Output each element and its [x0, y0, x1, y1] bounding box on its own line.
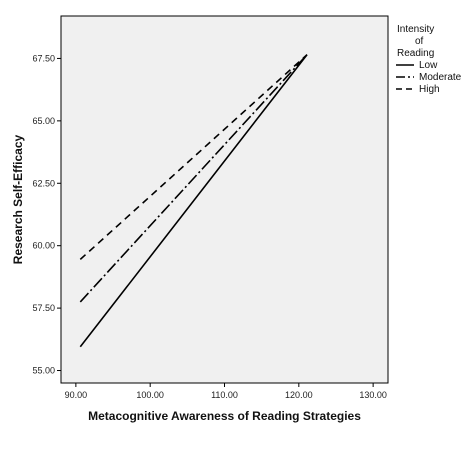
series-line-moderate	[79, 54, 308, 303]
y-tick-label: 60.00	[32, 241, 55, 251]
x-tick-label: 100.00	[136, 390, 164, 400]
x-tick-label: 90.00	[65, 390, 88, 400]
y-tick-label: 62.50	[32, 178, 55, 188]
plot-area	[60, 15, 389, 384]
x-axis-title: Metacognitive Awareness of Reading Strat…	[88, 409, 361, 423]
y-tick-label: 57.50	[32, 303, 55, 313]
x-tick-label: 120.00	[285, 390, 313, 400]
legend-title-line-1: Intensity	[397, 24, 434, 35]
y-tick-label: 65.00	[32, 116, 55, 126]
series-line-low	[79, 54, 308, 348]
legend-label-low: Low	[419, 60, 438, 71]
x-tick-label: 130.00	[359, 390, 387, 400]
y-tick-label: 67.50	[32, 53, 55, 63]
legend-label-high: High	[419, 84, 440, 95]
legend-label-moderate: Moderate	[419, 72, 462, 83]
series-line-high	[79, 54, 308, 260]
y-tick-label: 55.00	[32, 366, 55, 376]
legend-title-line-3: Reading	[397, 48, 434, 59]
x-tick-label: 110.00	[211, 390, 238, 400]
legend-title-line-2: of	[415, 36, 424, 47]
y-axis-title: Research Self-Efficacy	[11, 134, 25, 264]
